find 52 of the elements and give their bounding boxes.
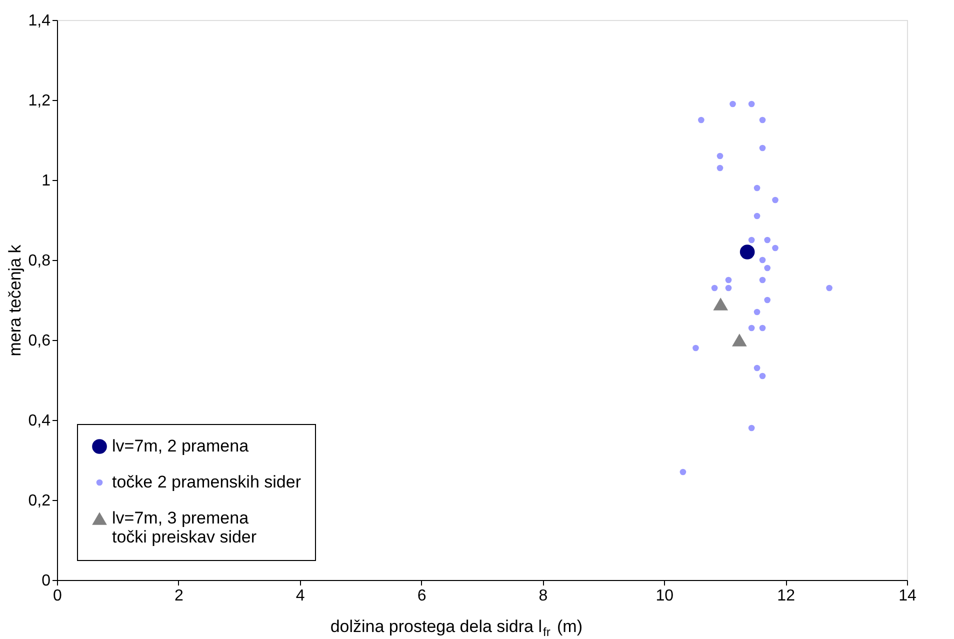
x-tick-label: 4: [296, 588, 305, 604]
point: [748, 236, 755, 244]
x-tick-label: 8: [538, 588, 548, 604]
y-axis-title: mera tečenja k: [5, 244, 24, 356]
point: [759, 276, 766, 284]
legend-label: lv=7m, 2 pramena: [112, 436, 250, 456]
point: [759, 144, 766, 152]
x-tick-label: 6: [417, 588, 426, 604]
x-tick-label: 12: [777, 588, 796, 604]
point: [754, 364, 760, 372]
point: [772, 244, 778, 252]
point: [754, 184, 760, 192]
y-tick-label: 0,8: [28, 252, 51, 270]
point: [759, 256, 766, 264]
point: [716, 152, 724, 160]
point: [754, 212, 760, 220]
point: [826, 284, 832, 292]
point: [716, 164, 724, 172]
y-tick-label: 1,4: [28, 12, 51, 30]
legend-label: točke 2 pramenskih sider: [112, 472, 302, 492]
point: [713, 298, 728, 310]
x-tick-label: 0: [53, 588, 62, 604]
point: [680, 468, 686, 476]
point: [764, 236, 771, 244]
y-tick-label: 0,2: [28, 492, 51, 510]
x-tick-label: 10: [656, 588, 674, 604]
y-tick-label: 1: [42, 172, 51, 190]
point: [725, 284, 732, 292]
point: [748, 424, 755, 432]
y-tick-label: 0: [42, 572, 51, 590]
x-tick-label: 2: [174, 588, 184, 604]
point: [748, 100, 755, 108]
point: [772, 196, 778, 204]
legend-label: lv=7m, 3 premena točki preiskav sider: [112, 508, 257, 546]
point: [759, 372, 766, 380]
x-tick-label: 14: [898, 588, 916, 604]
y-tick-label: 0,4: [28, 412, 51, 430]
point: [764, 296, 771, 304]
point: [740, 244, 755, 260]
point: [698, 116, 704, 124]
point: [732, 334, 747, 346]
point: [764, 264, 771, 272]
point: [725, 276, 732, 284]
point: [754, 308, 760, 316]
point: [759, 116, 766, 124]
point: [692, 344, 699, 352]
point: [748, 324, 755, 332]
y-tick-label: 1,2: [28, 92, 51, 110]
point: [730, 100, 736, 108]
point: [711, 284, 718, 292]
point: [759, 324, 766, 332]
y-tick-label: 0,6: [28, 332, 51, 350]
